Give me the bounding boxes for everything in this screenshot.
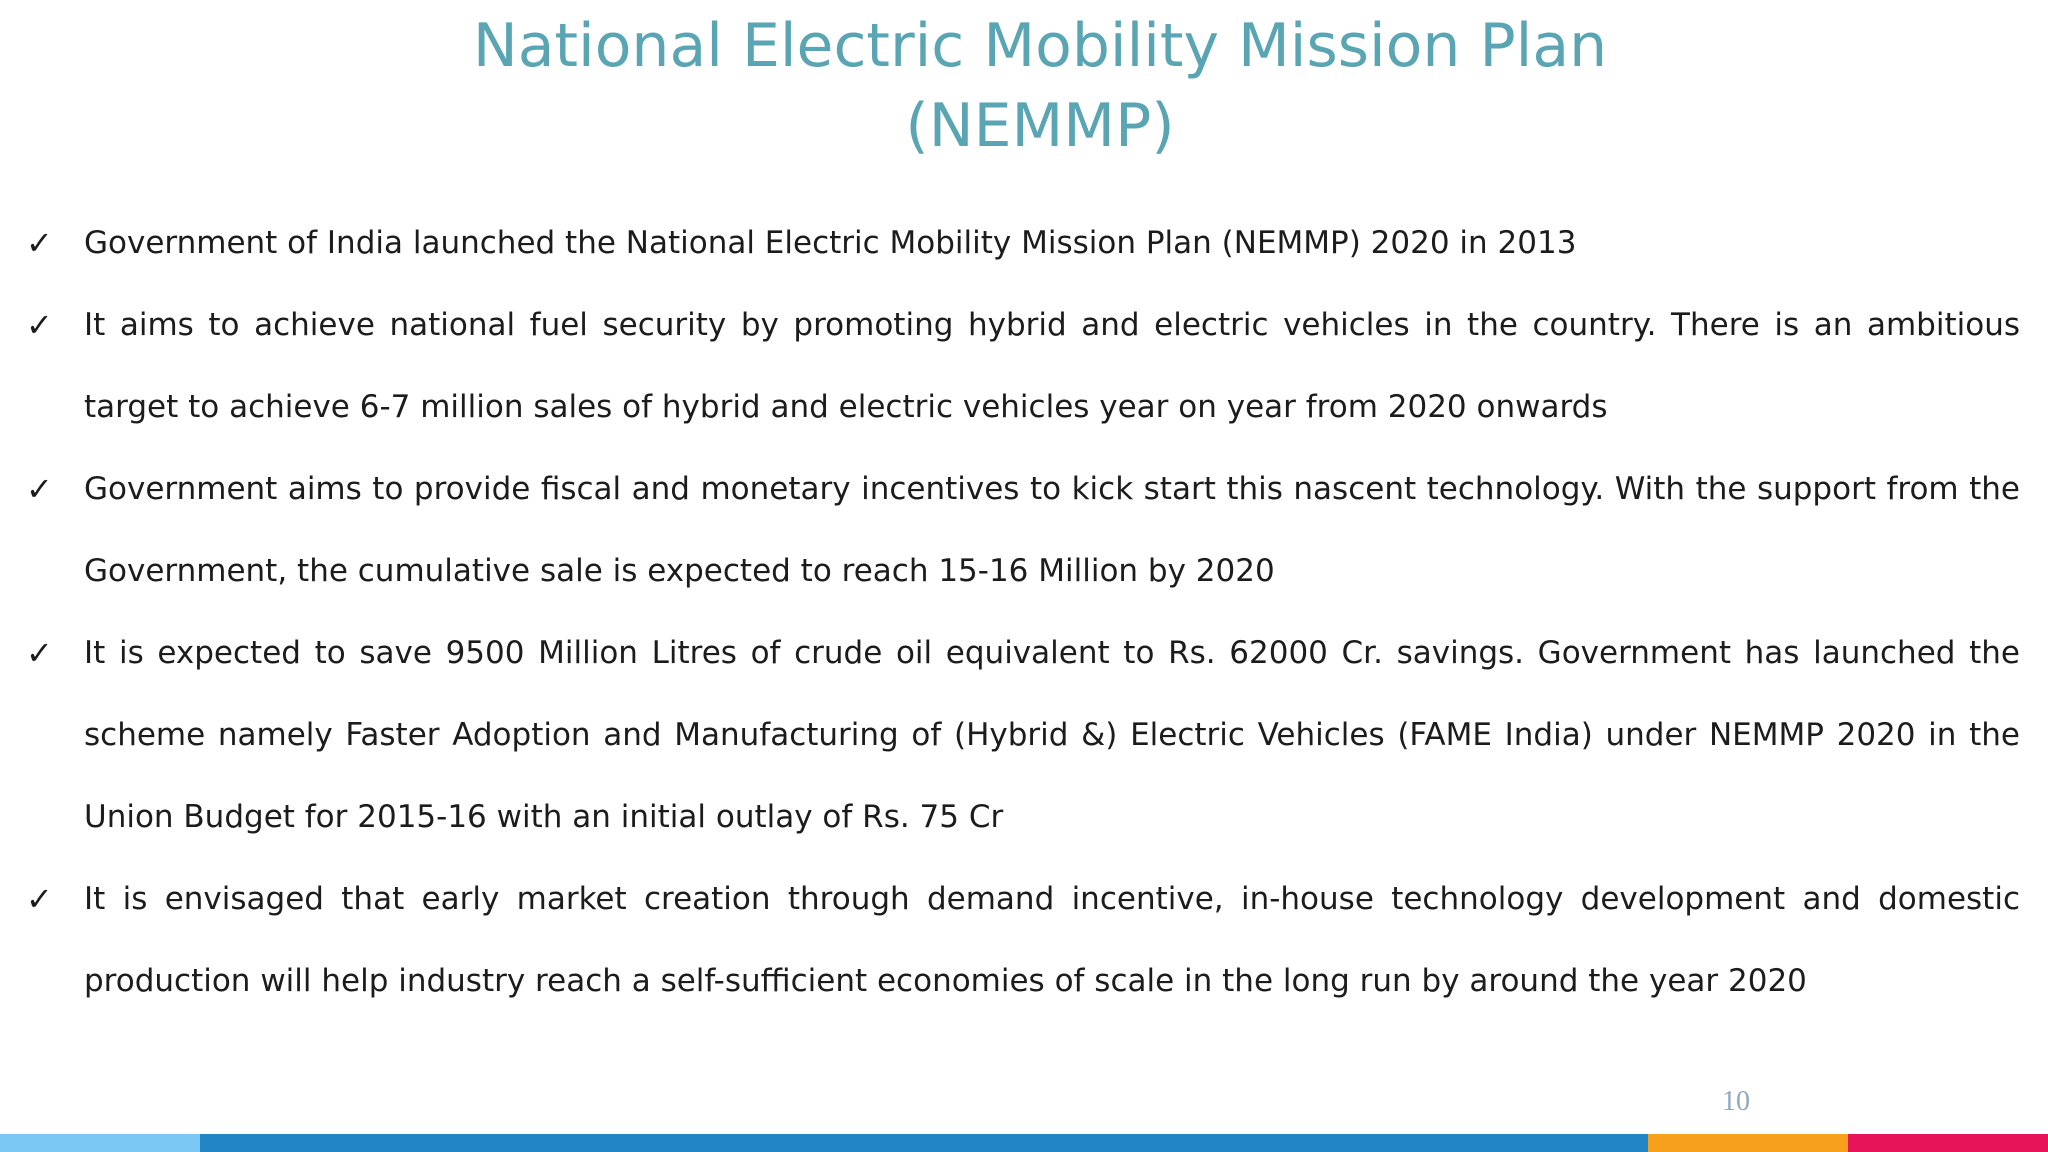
bullet-item: ✓ Government aims to provide fiscal and … (0, 448, 2048, 612)
bullet-text: It is envisaged that early market creati… (84, 881, 2020, 999)
bullet-list: ✓ Government of India launched the Natio… (0, 202, 2048, 1022)
bullet-text: Government of India launched the Nationa… (84, 225, 1577, 261)
bullet-item: ✓ It is expected to save 9500 Million Li… (0, 612, 2048, 858)
footer-bar-segment-blue (200, 1134, 1648, 1152)
slide-title: National Electric Mobility Mission Plan … (0, 6, 2048, 166)
checkmark-icon: ✓ (26, 880, 53, 918)
checkmark-icon: ✓ (26, 634, 53, 672)
checkmark-icon: ✓ (26, 306, 53, 344)
bullet-item: ✓ It is envisaged that early market crea… (0, 858, 2048, 1022)
bullet-text: Government aims to provide fiscal and mo… (84, 471, 2020, 589)
slide-title-line-2: (NEMMP) (905, 91, 1175, 161)
footer-color-bar (0, 1134, 2048, 1152)
checkmark-icon: ✓ (26, 224, 53, 262)
bullet-text: It is expected to save 9500 Million Litr… (84, 635, 2020, 835)
checkmark-icon: ✓ (26, 470, 53, 508)
page-number: 10 (1722, 1086, 1750, 1117)
bullet-item: ✓ It aims to achieve national fuel secur… (0, 284, 2048, 448)
footer-bar-segment-light-blue (0, 1134, 200, 1152)
bullet-text: It aims to achieve national fuel securit… (84, 307, 2020, 425)
footer-bar-segment-orange (1648, 1134, 1848, 1152)
bullet-item: ✓ Government of India launched the Natio… (0, 202, 2048, 284)
footer-bar-segment-red (1848, 1134, 2048, 1152)
slide-title-line-1: National Electric Mobility Mission Plan (472, 11, 1608, 81)
